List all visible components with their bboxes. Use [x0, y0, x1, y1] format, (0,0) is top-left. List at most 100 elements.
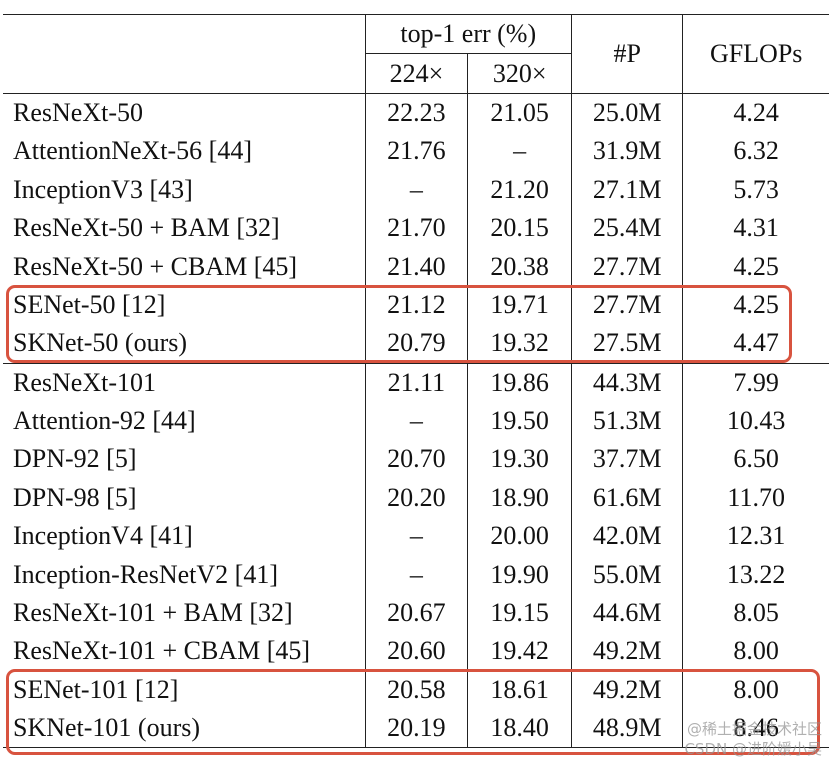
header-model [3, 14, 366, 94]
table-row: SENet-50 [12] 21.12 19.71 27.7M 4.25 [3, 285, 829, 325]
params: 61.6M [571, 478, 683, 518]
err-320: 18.90 [467, 478, 572, 518]
err-224: 20.58 [364, 670, 468, 710]
err-224: 21.12 [364, 285, 468, 325]
params: 27.1M [571, 170, 683, 209]
params: 51.3M [571, 401, 683, 441]
gflops: 12.31 [682, 517, 829, 556]
header-params: #P [571, 14, 683, 94]
err-224: 21.40 [364, 247, 468, 286]
params: 27.7M [571, 247, 683, 286]
params: 49.2M [571, 670, 683, 710]
model-name: SKNet-50 (ours) [13, 328, 188, 358]
model-name: Attention-92 [44] [13, 406, 196, 436]
table-row: Attention-92 [44] – 19.50 51.3M 10.43 [3, 401, 829, 441]
model-name: SKNet-101 (ours) [3, 709, 366, 749]
params: 31.9M [571, 132, 683, 171]
header-top1-err: top-1 err (%) [364, 13, 572, 55]
table-row: ResNeXt-50 22.23 21.05 25.0M 4.24 [3, 92, 829, 133]
params: 27.5M [571, 324, 683, 364]
params: 27.7M [571, 285, 683, 325]
table-row: Inception-ResNetV2 [41] – 19.90 55.0M 13… [3, 555, 829, 594]
model-name: ResNeXt-50 + BAM [32] [13, 213, 280, 243]
err-224: 20.60 [364, 632, 468, 671]
err-320: 19.50 [467, 401, 572, 441]
err-224: 20.79 [364, 324, 468, 364]
header-row-2: 224× 320× [3, 53, 829, 94]
params: 25.0M [571, 92, 683, 133]
model-name: ResNeXt-101 + CBAM [45] [13, 636, 311, 666]
err-320: 19.42 [467, 632, 572, 671]
gflops: 8.00 [682, 670, 829, 710]
err-320: 19.86 [467, 362, 572, 402]
results-table: top-1 err (%) #P GFLOPs 224× 320× ResNeX… [3, 13, 829, 749]
table-row: SKNet-101 (ours) 20.19 18.40 48.9M 8.46 [3, 709, 829, 749]
err-320: 21.05 [467, 92, 572, 133]
group-101: ResNeXt-101 21.11 19.86 44.3M 7.99 Atten… [3, 362, 829, 749]
gflops: 7.99 [682, 362, 829, 402]
table-row: DPN-92 [5] 20.70 19.30 37.7M 6.50 [3, 440, 829, 479]
table-row: SENet-101 [12] 20.58 18.61 49.2M 8.00 [3, 670, 829, 710]
err-224: 20.67 [364, 593, 468, 633]
params: 25.4M [571, 208, 683, 248]
gflops: 6.50 [682, 440, 829, 479]
table-row: SKNet-50 (ours) 20.79 19.32 27.5M 4.47 [3, 324, 829, 364]
header-gflops: GFLOPs [682, 14, 829, 94]
gflops: 11.70 [682, 478, 829, 518]
table-row: DPN-98 [5] 20.20 18.90 61.6M 11.70 [3, 478, 829, 518]
params: 44.6M [571, 593, 683, 633]
model-name: InceptionV3 [43] [13, 174, 193, 204]
params: 48.9M [571, 709, 683, 749]
table-row: ResNeXt-101 + CBAM [45] 20.60 19.42 49.2… [3, 632, 829, 671]
model-name: SENet-101 [12] [13, 674, 179, 704]
err-224: – [364, 401, 468, 441]
err-320: 18.40 [467, 709, 572, 749]
params: 44.3M [571, 362, 683, 402]
model-name: ResNeXt-101 + BAM [32] [13, 598, 293, 628]
model-name: DPN-92 [5] [13, 444, 137, 474]
table-row: InceptionV3 [43] – 21.20 27.1M 5.73 [3, 170, 829, 209]
err-320: 20.15 [467, 208, 572, 248]
err-224: 21.70 [364, 208, 468, 248]
gflops: 8.46 [682, 709, 829, 749]
gflops: 4.25 [682, 247, 829, 286]
model-name: SENet-50 [12] [13, 289, 166, 319]
err-224: 20.19 [364, 709, 468, 749]
gflops: 5.73 [682, 170, 829, 209]
gflops: 4.47 [682, 324, 829, 364]
header-row-1: top-1 err (%) #P GFLOPs [3, 13, 829, 94]
gflops: 4.25 [682, 285, 829, 325]
gflops: 8.00 [682, 632, 829, 671]
err-320: 20.00 [467, 517, 572, 556]
err-320: 19.32 [467, 324, 572, 364]
err-320: 21.20 [467, 170, 572, 209]
table-row: ResNeXt-50 + CBAM [45] 21.40 20.38 27.7M… [3, 247, 829, 286]
gflops: 8.05 [682, 593, 829, 633]
params: 55.0M [571, 555, 683, 594]
err-224: 20.70 [364, 440, 468, 479]
params: 42.0M [571, 517, 683, 556]
watermark-line-1: @稀土掘金技术社区 [686, 720, 822, 738]
err-224: 21.76 [364, 132, 468, 171]
err-224: 21.11 [364, 362, 468, 402]
table-row: ResNeXt-50 + BAM [32] 21.70 20.15 25.4M … [3, 208, 829, 248]
table-row: ResNeXt-101 21.11 19.86 44.3M 7.99 [3, 362, 829, 402]
model-name: ResNeXt-50 + CBAM [45] [13, 251, 298, 281]
err-320: – [467, 132, 572, 171]
err-224: – [364, 170, 468, 209]
watermark-line-2: CSDN @进阶媛小吴 [684, 740, 822, 758]
gflops: 6.32 [682, 132, 829, 171]
err-320: 18.61 [467, 670, 572, 710]
gflops: 4.31 [682, 208, 829, 248]
model-name: ResNeXt-101 [3, 362, 366, 402]
model-name: DPN-98 [5] [13, 482, 137, 512]
err-320: 20.38 [467, 247, 572, 286]
table-row: ResNeXt-101 + BAM [32] 20.67 19.15 44.6M… [3, 593, 829, 633]
model-name: ResNeXt-50 [3, 92, 366, 133]
gflops: 13.22 [682, 555, 829, 594]
err-224: 20.20 [364, 478, 468, 518]
table-row: InceptionV4 [41] – 20.00 42.0M 12.31 [3, 517, 829, 556]
params: 49.2M [571, 632, 683, 671]
err-224: – [364, 555, 468, 594]
err-320: 19.15 [467, 593, 572, 633]
